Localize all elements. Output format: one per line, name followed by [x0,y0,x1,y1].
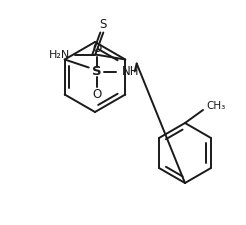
Text: O: O [92,88,101,101]
Text: NH: NH [122,65,139,78]
Text: S: S [100,18,107,31]
Text: S: S [92,65,102,78]
Text: CH₃: CH₃ [206,101,225,111]
Text: H₂N: H₂N [49,50,70,59]
Text: O: O [92,42,101,55]
